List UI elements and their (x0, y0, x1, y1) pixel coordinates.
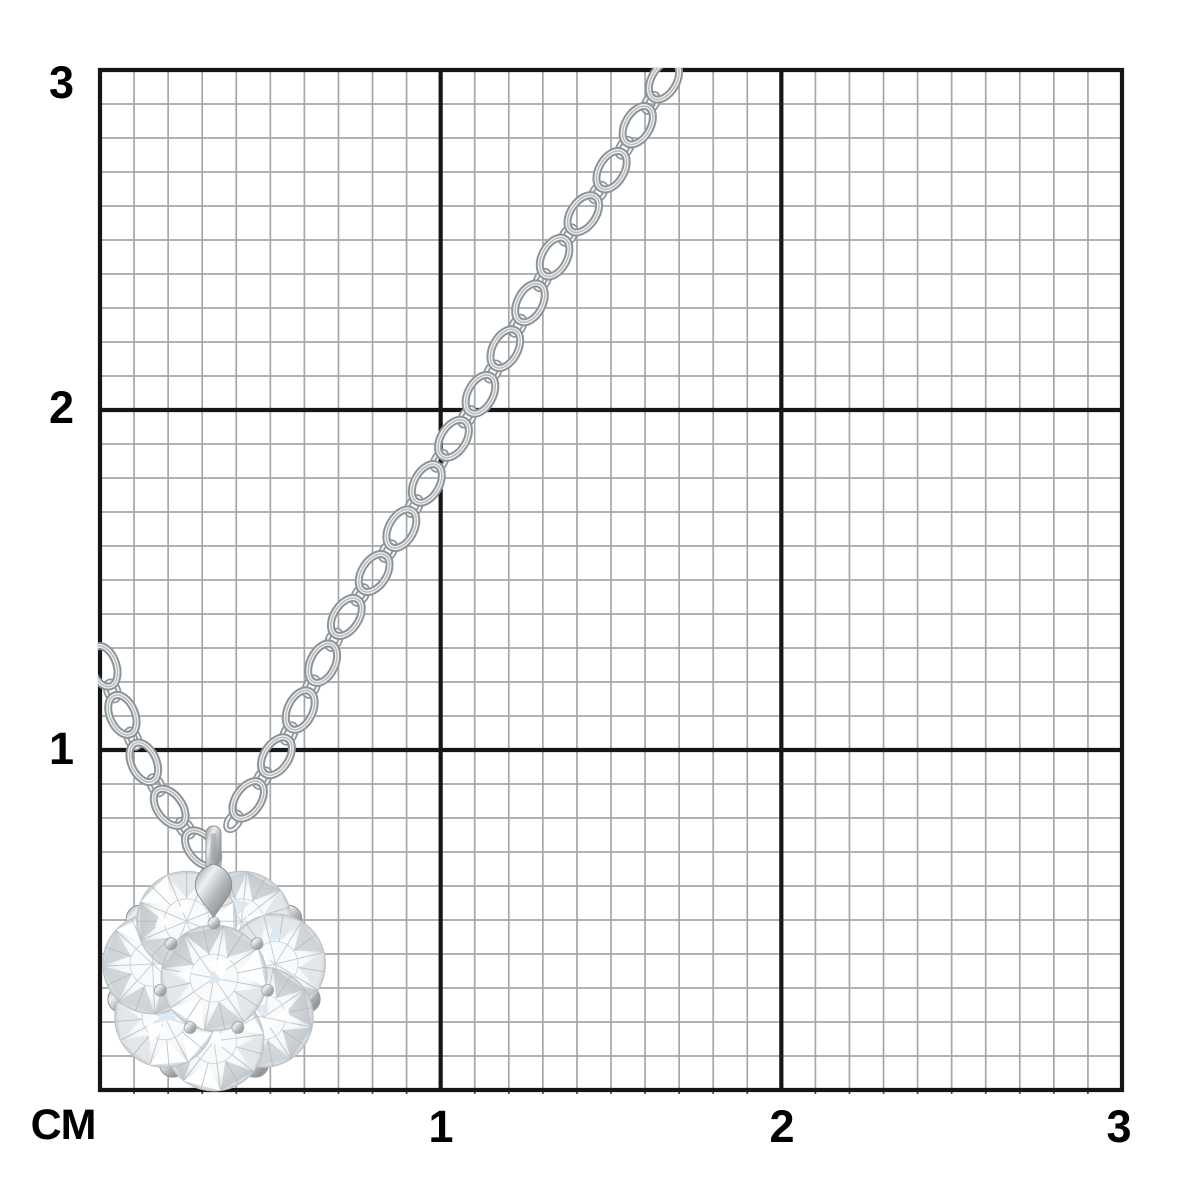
x-axis-tick-label-3: 3 (1106, 1101, 1132, 1152)
y-axis-tick-label-1: 1 (48, 723, 74, 774)
ruler-unit-label: CM (30, 1101, 97, 1149)
chain-right-strand (223, 68, 684, 834)
y-axis-tick-label-3: 3 (48, 57, 74, 108)
cm-grid (97, 67, 1125, 1094)
y-axis-tick-label-2: 2 (48, 382, 74, 433)
x-axis-tick-label-2: 2 (769, 1101, 795, 1152)
chain-left-strand (98, 642, 223, 871)
diamond-cluster-pendant (102, 825, 326, 1092)
x-axis-tick-label-1: 1 (428, 1101, 454, 1152)
